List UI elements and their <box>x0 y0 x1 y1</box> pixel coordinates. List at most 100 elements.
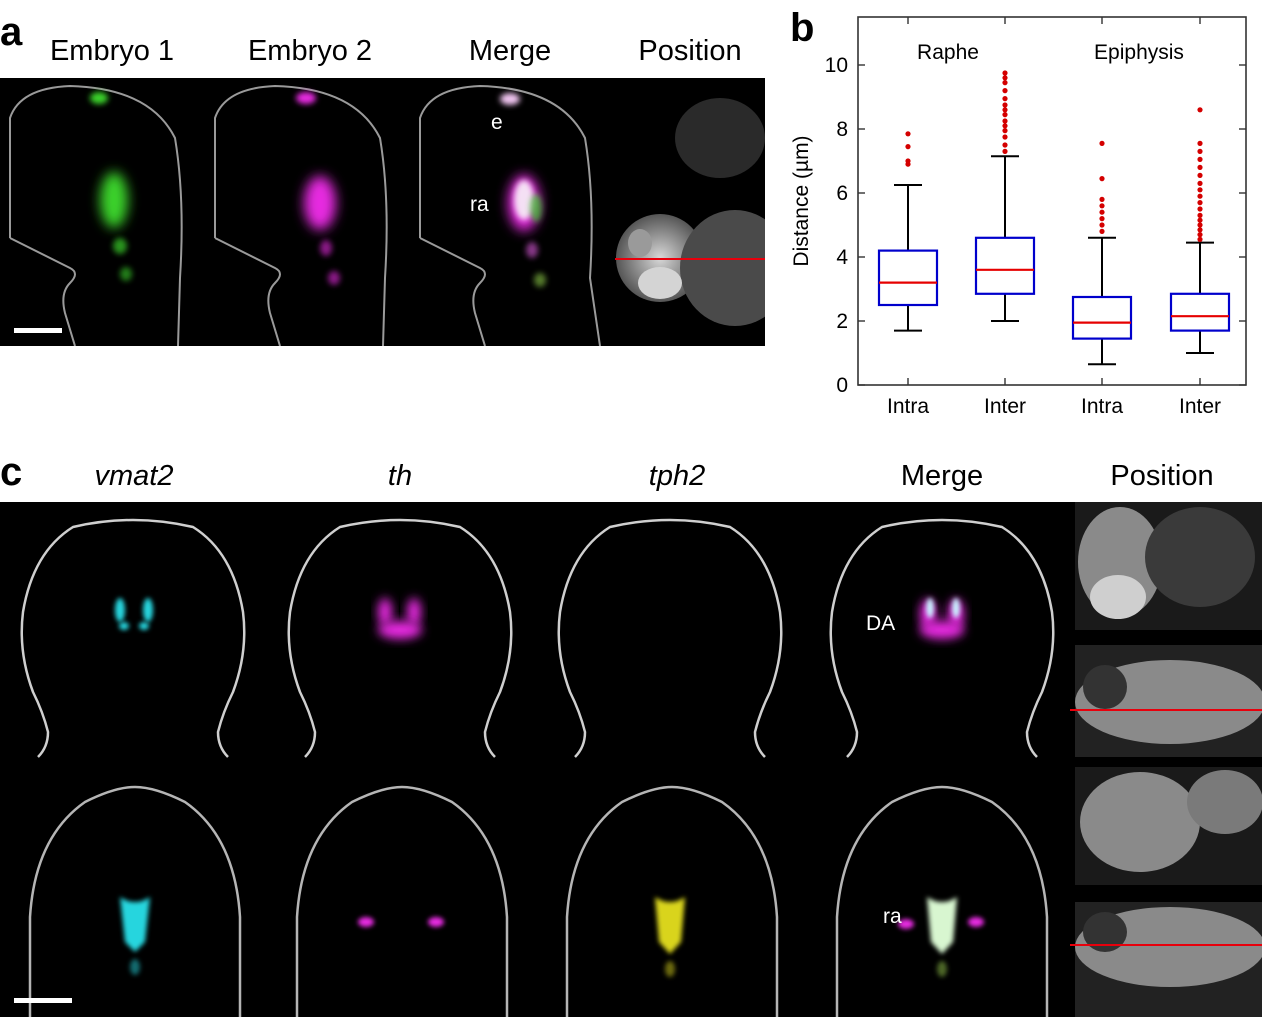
outlier-point <box>1002 134 1008 140</box>
outlier-point <box>1197 217 1203 223</box>
signal-top-merge <box>920 598 964 639</box>
title-tph2: tph2 <box>648 460 706 492</box>
head-outline-merge <box>419 84 601 347</box>
title-position-c: Position <box>1110 460 1214 492</box>
outlier-point <box>1197 156 1203 162</box>
outlier-point <box>905 131 911 137</box>
signal-top-vmat2 <box>115 598 153 630</box>
y-tick-label: 2 <box>836 310 848 333</box>
iqr-box <box>877 249 939 307</box>
head-outline-embryo-2 <box>214 84 388 347</box>
title-embryo-2: Embryo 2 <box>247 35 373 67</box>
position-thumbnail-a <box>616 98 790 326</box>
panel-a-image-strip <box>0 78 790 347</box>
label-da: DA <box>866 612 896 635</box>
position-thumbnail-c-3 <box>1075 767 1262 885</box>
position-thumbnail-c-4 <box>1075 902 1262 1017</box>
outlier-point <box>1099 203 1105 209</box>
group-label: Epiphysis <box>1094 41 1184 64</box>
outline-top-tph2 <box>557 518 783 759</box>
outlier-point <box>1002 96 1008 102</box>
outlier-point <box>1197 148 1203 154</box>
label-epiphysis: e <box>491 111 503 134</box>
x-category-label: Inter <box>1179 395 1221 418</box>
title-merge-a: Merge <box>468 35 552 67</box>
outline-bottom-th <box>295 785 509 1022</box>
signal-top-th <box>378 598 422 639</box>
outlier-point <box>1099 228 1105 234</box>
title-merge-c: Merge <box>900 460 984 492</box>
outlier-point <box>1002 148 1008 154</box>
outlier-point <box>1197 200 1203 206</box>
outlier-point <box>1099 176 1105 182</box>
outlier-point <box>1002 112 1008 118</box>
outlier-point <box>1197 193 1203 199</box>
x-category-label: Intra <box>1081 395 1123 418</box>
outlier-point <box>1002 102 1008 108</box>
outlier-point <box>1002 142 1008 148</box>
outlier-point <box>1002 80 1008 86</box>
panel-a-letter: a <box>0 10 23 54</box>
y-tick-label: 0 <box>836 374 848 397</box>
outlier-point <box>1099 140 1105 146</box>
outlier-point <box>1197 180 1203 186</box>
outlier-point <box>905 144 911 150</box>
panel-a-images <box>9 84 790 347</box>
outlier-point <box>1197 222 1203 228</box>
outlier-point <box>1099 216 1105 222</box>
outlier-point <box>1099 209 1105 215</box>
outlier-point <box>1197 232 1203 238</box>
y-tick-label: 6 <box>836 182 848 205</box>
signal-bottom-tph2 <box>655 897 685 977</box>
title-position-a: Position <box>638 35 742 67</box>
title-vmat2: vmat2 <box>94 460 174 492</box>
outlier-point <box>1002 75 1008 81</box>
embryo-2-signal <box>296 92 340 285</box>
signal-bottom-th <box>358 917 444 927</box>
outlier-point <box>905 158 911 164</box>
iqr-box <box>1169 292 1231 332</box>
outlier-point <box>1002 118 1008 124</box>
box-epiphysis-inter: Inter <box>1169 17 1231 418</box>
outlier-point <box>1099 222 1105 228</box>
outlier-point <box>1197 164 1203 170</box>
panel-c-letter: c <box>0 450 23 494</box>
head-outline-embryo-1 <box>9 84 183 347</box>
outlier-point <box>1197 187 1203 193</box>
outlier-point <box>1197 107 1203 113</box>
label-raphe-a: ra <box>470 193 489 216</box>
panel-c-image-grid <box>0 502 1262 1022</box>
x-category-label: Intra <box>887 395 929 418</box>
panel-b-letter: b <box>790 6 815 50</box>
embryo-1-signal <box>90 92 132 281</box>
y-tick-label: 8 <box>836 118 848 141</box>
box-raphe-intra: Intra <box>877 17 939 418</box>
y-axis-label: Distance (µm) <box>790 135 813 266</box>
title-th: th <box>387 460 413 492</box>
outlier-point <box>1002 70 1008 76</box>
scale-bar-c <box>14 998 72 1003</box>
outlier-point <box>1002 123 1008 129</box>
box-epiphysis-intra: Intra <box>1071 17 1133 418</box>
signal-bottom-vmat2 <box>120 897 150 975</box>
outline-top-vmat2 <box>20 518 246 759</box>
outlier-point <box>1002 128 1008 134</box>
merge-signal <box>500 93 546 287</box>
outlier-point <box>1002 107 1008 113</box>
box-raphe-inter: Inter <box>974 17 1036 418</box>
group-label: Raphe <box>917 41 979 64</box>
label-raphe-c: ra <box>883 905 902 928</box>
outlier-point <box>1002 88 1008 94</box>
position-thumbnail-c-1 <box>1075 502 1262 630</box>
outlier-point <box>1197 227 1203 233</box>
outlier-point <box>1099 196 1105 202</box>
plot-frame <box>857 16 1247 386</box>
outlier-point <box>1197 206 1203 212</box>
x-category-label: Inter <box>984 395 1026 418</box>
position-thumbnail-c-2 <box>1075 645 1262 757</box>
box-plot: 0 2 4 6 8 10 Distance (µm) Raphe Epiphysis Intra… <box>790 16 1247 418</box>
panel-c-images <box>14 502 1262 1022</box>
title-embryo-1: Embryo 1 <box>49 35 175 67</box>
signal-bottom-merge <box>898 897 984 977</box>
outlier-point <box>1197 140 1203 146</box>
